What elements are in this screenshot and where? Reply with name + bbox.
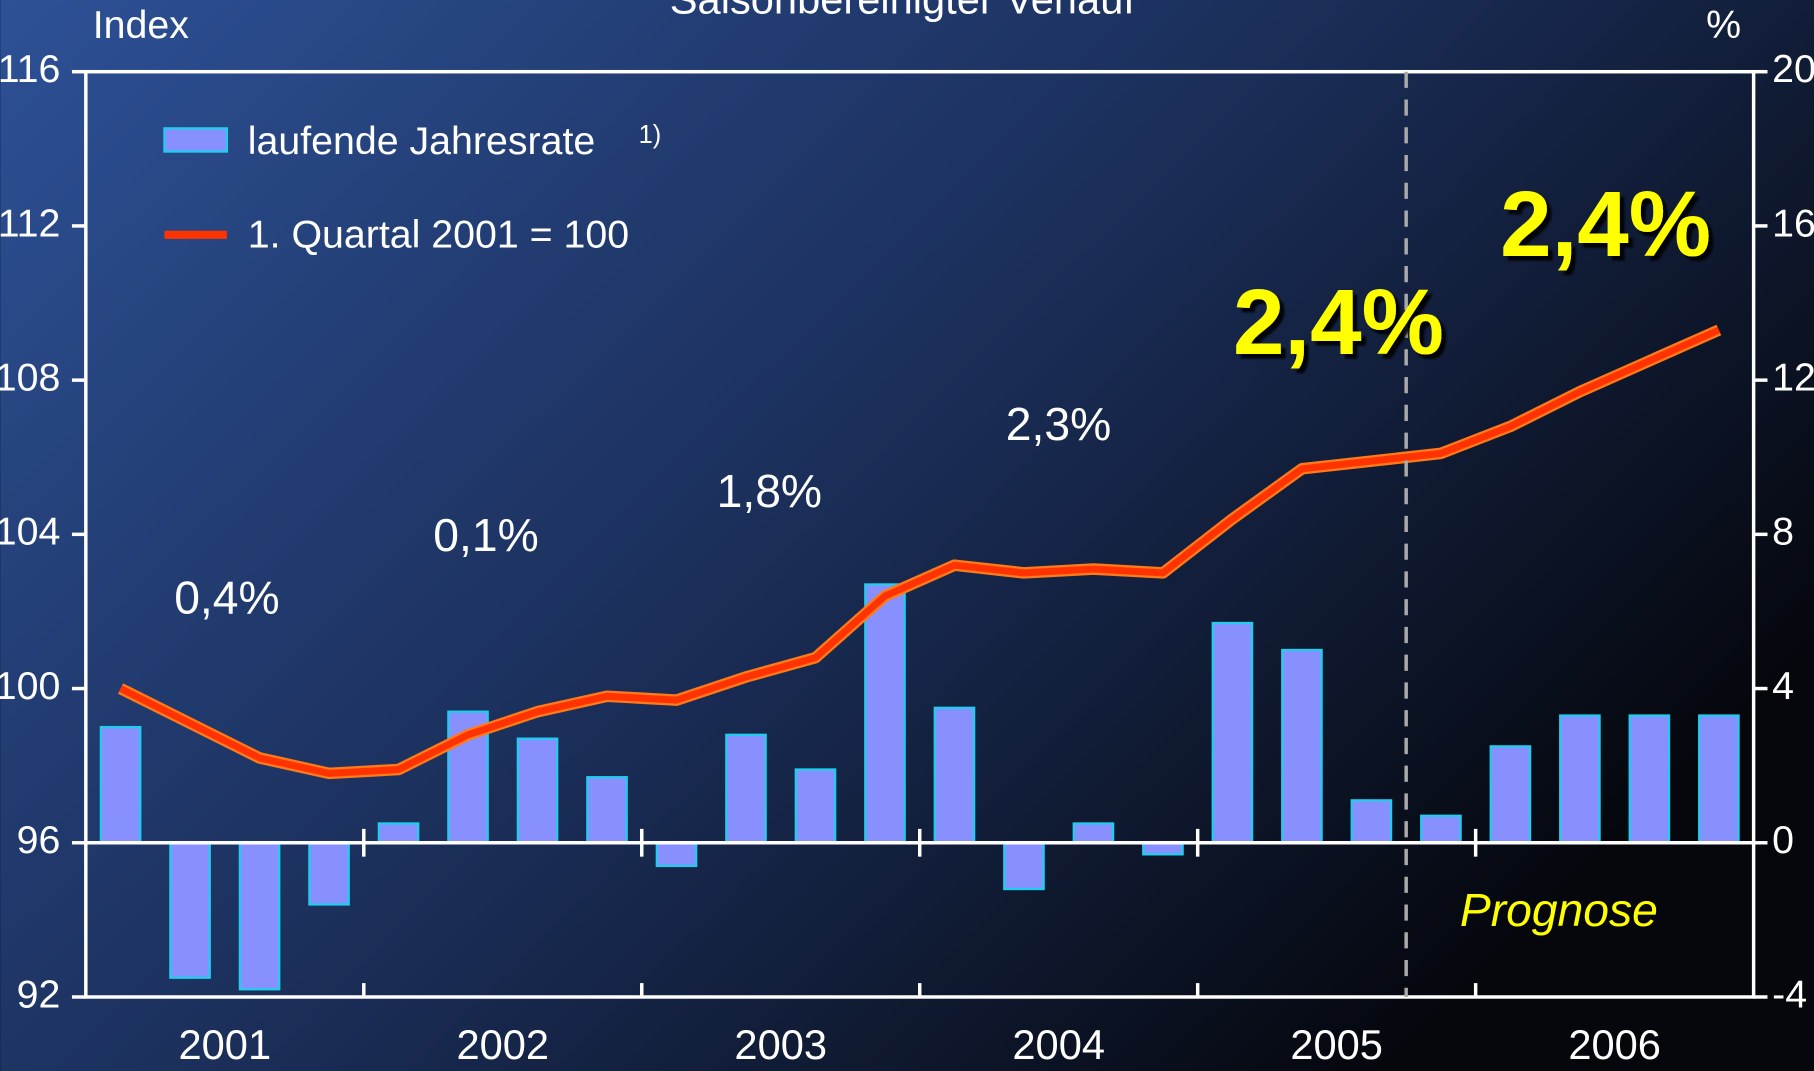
legend-label: 1. Quartal 2001 = 100 [248, 212, 629, 256]
chart-title: Saisonbereinigter Verlauf [670, 0, 1136, 22]
legend-footnote: 1) [639, 121, 662, 149]
y-tick-label: 100 [0, 664, 60, 708]
bar [1003, 841, 1045, 891]
annotation: 2,3% [1006, 398, 1111, 450]
y-tick-label: 112 [0, 201, 60, 245]
y2-tick-label: 4 [1772, 664, 1794, 708]
forecast-label: Prognose [1460, 884, 1658, 936]
bar [169, 841, 211, 979]
y2-tick-label: -4 [1772, 972, 1807, 1016]
x-tick-label: 2006 [1568, 1021, 1661, 1068]
legend-label: laufende Jahresrate [248, 119, 596, 163]
y-tick-label: 108 [0, 356, 60, 400]
bar [1211, 621, 1254, 844]
y-tick-label: 104 [0, 510, 60, 554]
bar [1420, 814, 1462, 844]
annotation: 1,8% [717, 465, 822, 517]
y2-tick-label: 20 [1772, 47, 1814, 91]
y2-tick-label: 8 [1772, 510, 1794, 554]
annotation: 2,4% [1233, 270, 1444, 374]
x-tick-label: 2005 [1290, 1021, 1383, 1068]
bar [1628, 714, 1671, 844]
x-tick-label: 2002 [456, 1021, 549, 1068]
line [119, 326, 1721, 777]
bar [308, 841, 350, 906]
bar [1072, 822, 1115, 844]
bar [655, 841, 698, 868]
bar [586, 776, 628, 844]
bar [99, 725, 142, 844]
y-tick-label: 92 [17, 972, 61, 1016]
x-tick-label: 2004 [1012, 1021, 1105, 1068]
bar [864, 583, 906, 844]
y-tick-label: 116 [0, 47, 60, 91]
annotation: 2,4% [1500, 172, 1711, 276]
y2-tick-label: 12 [1772, 356, 1814, 400]
x-tick-label: 2003 [734, 1021, 827, 1068]
legend-swatch [163, 127, 229, 153]
annotation: 0,1% [433, 509, 538, 561]
bar [794, 768, 837, 844]
bar [1698, 714, 1740, 844]
bar [933, 706, 976, 844]
x-tick-label: 2001 [179, 1021, 272, 1068]
bar [516, 737, 559, 844]
annotation: 0,4% [174, 572, 279, 624]
y2-tick-label: 0 [1772, 818, 1794, 862]
bar [1559, 714, 1601, 844]
bar [377, 822, 420, 844]
y2-tick-label: 16 [1772, 201, 1814, 245]
bar [238, 841, 281, 991]
bar [1489, 745, 1532, 844]
y-axis-label: Index [93, 3, 190, 47]
bar [1350, 799, 1393, 844]
y2-axis-label: % [1706, 3, 1741, 47]
y-tick-label: 96 [17, 818, 61, 862]
bar [725, 733, 767, 844]
bar [1281, 648, 1323, 844]
